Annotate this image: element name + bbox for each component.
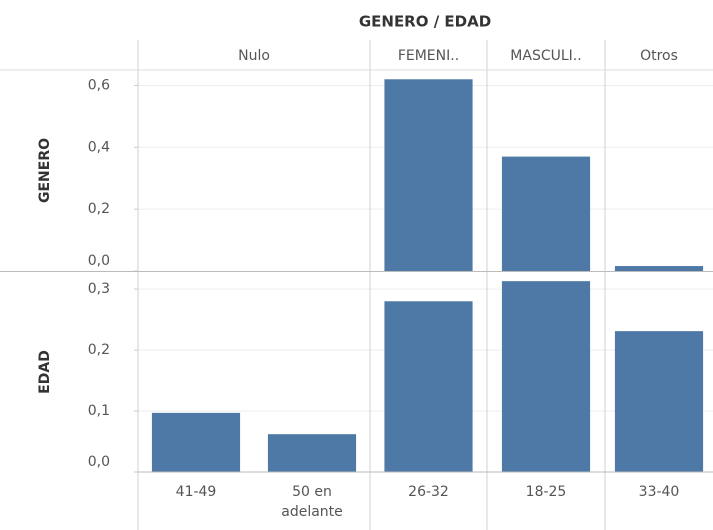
bar	[614, 331, 704, 472]
chart-title: GENERO / EDAD	[359, 13, 491, 31]
x-tick-label: 33-40	[638, 484, 680, 500]
x-tick-label: 18-25	[525, 484, 567, 500]
y-tick-label: 0,1	[88, 403, 110, 419]
y-tick-label: 0,0	[88, 454, 110, 470]
bar	[384, 301, 473, 472]
x-tick-label: 50 en adelante	[281, 484, 343, 520]
x-tick-label: 41-49	[175, 484, 217, 500]
y-tick-label: 0,6	[88, 77, 110, 93]
column-header: Nulo	[238, 48, 270, 64]
bar	[501, 156, 591, 271]
x-tick-label: 26-32	[408, 484, 449, 500]
bar	[501, 281, 591, 472]
y-axis-label: EDAD	[37, 350, 53, 394]
y-tick-label: 0,4	[88, 139, 110, 155]
y-tick-label: 0,2	[88, 342, 110, 358]
column-header: FEMENI..	[398, 48, 459, 64]
y-axis-label: GENERO	[37, 138, 53, 203]
bar	[151, 412, 241, 472]
column-header: MASCULI..	[510, 48, 581, 64]
y-tick-label: 0,0	[88, 253, 110, 269]
y-tick-label: 0,2	[88, 201, 110, 217]
bar	[384, 79, 473, 272]
column-header: Otros	[640, 48, 678, 64]
bar	[267, 434, 357, 472]
bar	[614, 266, 704, 271]
y-tick-label: 0,3	[88, 281, 110, 297]
